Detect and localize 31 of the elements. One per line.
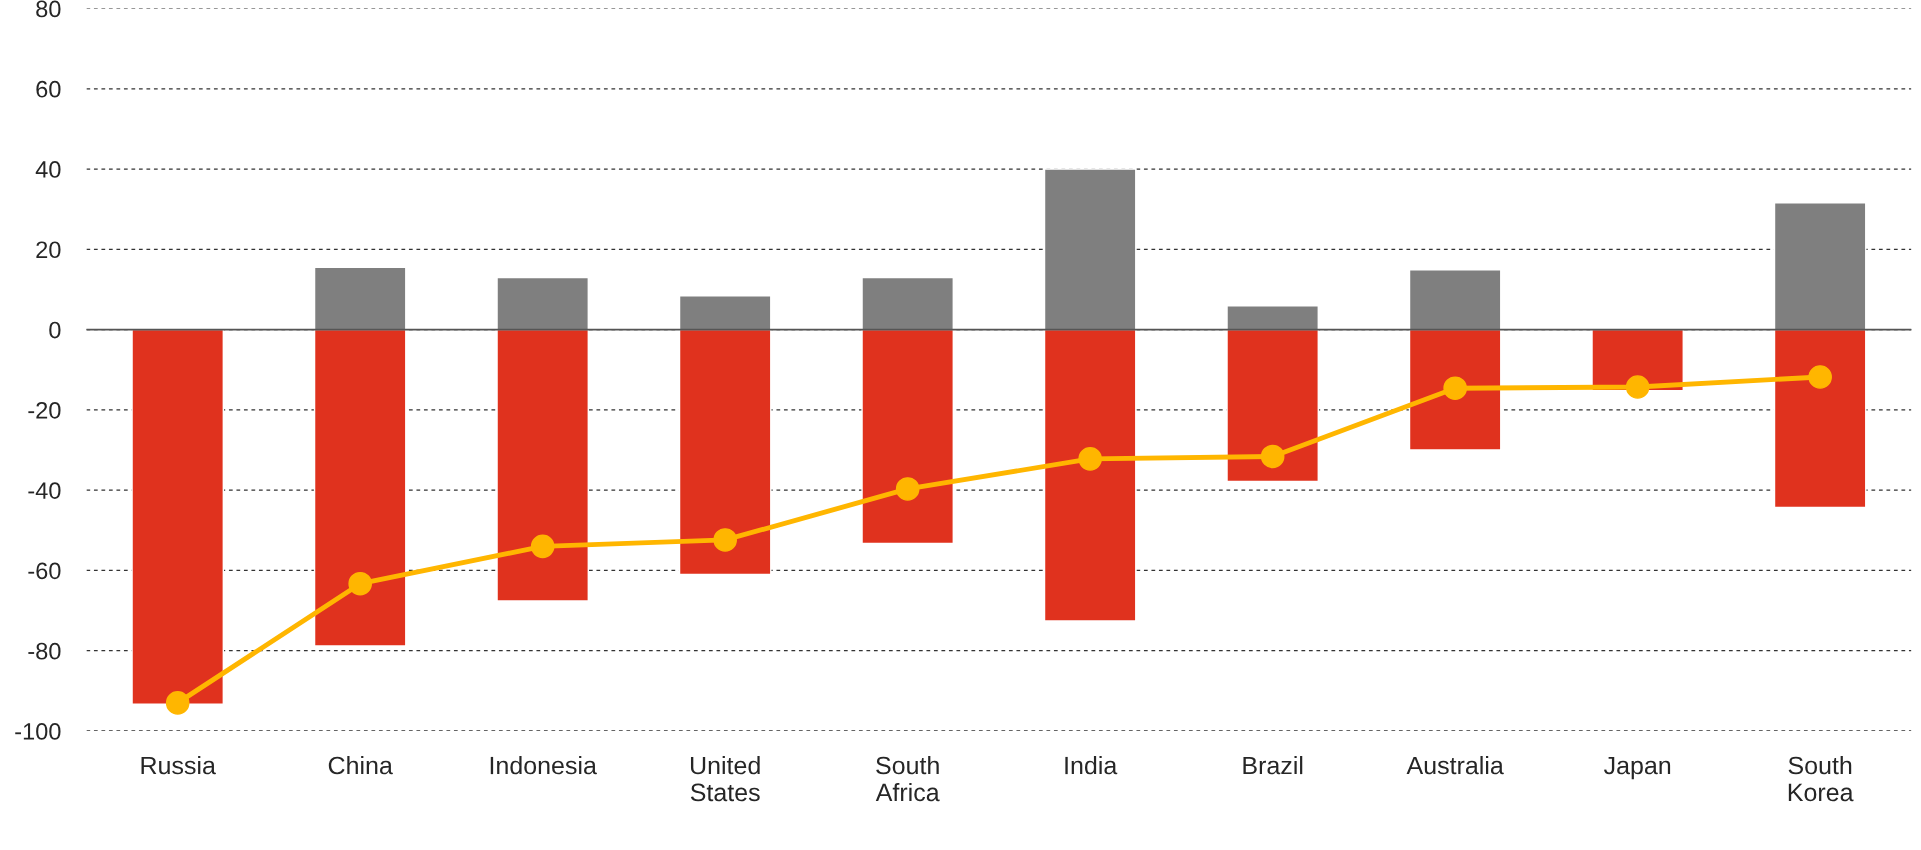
y-tick-label: -100 (15, 723, 61, 740)
y-tick-label: 60 (36, 80, 61, 98)
y-tick-label: 80 (36, 0, 61, 18)
point (713, 528, 737, 552)
y-tick-label: 0 (49, 321, 61, 339)
y-tick-label: 40 (35, 161, 61, 178)
point (1443, 376, 1467, 401)
x-tick-label: Australia (1406, 756, 1504, 775)
x-tick-label: China (328, 756, 393, 775)
point (165, 691, 190, 715)
point (1625, 375, 1650, 399)
y-tick-label: -20 (28, 401, 61, 419)
point (895, 477, 920, 501)
point (1808, 365, 1832, 389)
x-tick-label: South Korea (1788, 756, 1854, 802)
x-tick-label: Indonesia (490, 756, 597, 775)
y-tick-label: -60 (28, 562, 61, 580)
y-tick-label: -80 (28, 642, 61, 660)
x-tick-label: United States (690, 756, 760, 802)
x-tick-label: Russia (141, 756, 216, 775)
point (530, 534, 555, 559)
bar (131, 328, 225, 705)
x-tick-label: Japan (1603, 756, 1671, 780)
x-tick-label: India (1065, 756, 1118, 775)
y-tick-label: -40 (28, 482, 61, 499)
point (348, 571, 372, 596)
x-tick-label: Brazil (1243, 756, 1303, 775)
point (1078, 447, 1102, 471)
y-tick-label: 20 (36, 241, 61, 259)
x-tick-label: South Africa (875, 756, 940, 802)
point (1260, 444, 1285, 469)
